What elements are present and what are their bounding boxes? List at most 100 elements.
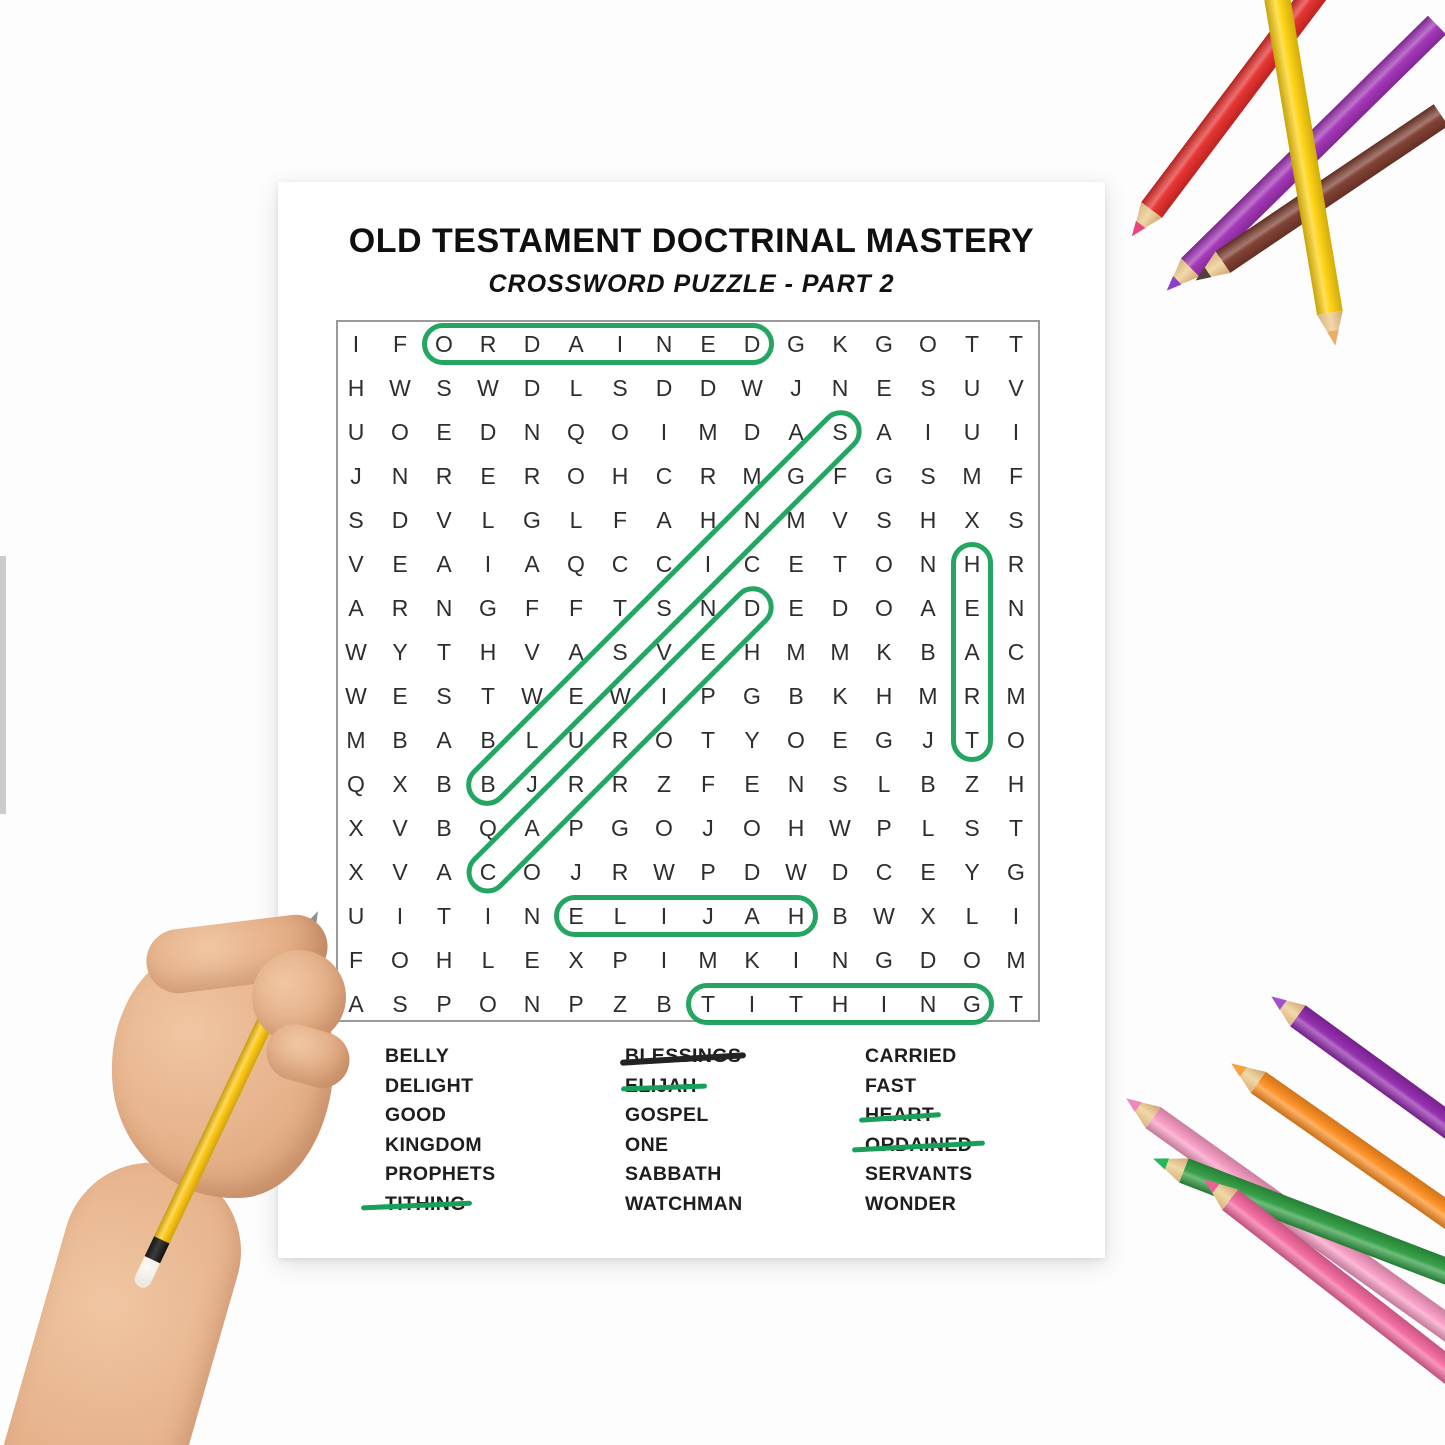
grid-cell: N	[1007, 594, 1025, 621]
word-label: FAST	[865, 1074, 917, 1097]
grid-cell: L	[481, 506, 495, 533]
grid-cell: N	[523, 418, 541, 445]
grid-cell: U	[347, 902, 365, 929]
grid-cell: I	[1012, 418, 1020, 445]
grid-cell: H	[611, 462, 629, 489]
page-title: OLD TESTAMENT DOCTRINAL MASTERY	[348, 222, 1035, 260]
grid-cell: S	[436, 682, 452, 709]
grid-cell: R	[1007, 550, 1025, 577]
grid-cell: O	[875, 550, 893, 577]
grid-cell: W	[785, 858, 807, 885]
grid-cell: D	[655, 374, 673, 401]
grid-cell: D	[831, 858, 849, 885]
grid-cell: I	[660, 418, 668, 445]
grid-cell: E	[524, 946, 540, 973]
grid-cell: G	[787, 462, 805, 489]
grid-cell: F	[392, 330, 408, 357]
grid-cell: M	[962, 462, 982, 489]
grid-cell: O	[655, 814, 673, 841]
grid-cell: S	[348, 506, 364, 533]
grid-cell: S	[392, 990, 408, 1017]
grid-cell: W	[653, 858, 675, 885]
grid-cell: N	[787, 770, 805, 797]
grid-cell: U	[963, 418, 981, 445]
word-label: DELIGHT	[385, 1074, 474, 1097]
page-subtitle: CROSSWORD PUZZLE - PART 2	[488, 270, 895, 298]
grid-cell: O	[1007, 726, 1025, 753]
grid-cell: E	[920, 858, 936, 885]
grid-cell: L	[569, 506, 583, 533]
grid-cell: C	[1007, 638, 1025, 665]
grid-cell: X	[568, 946, 584, 973]
grid-cell: T	[700, 990, 716, 1017]
grid-cell: I	[924, 418, 932, 445]
grid-cell: H	[787, 902, 805, 929]
strikethrough-line	[859, 1111, 942, 1123]
grid-cell: X	[392, 770, 408, 797]
grid-cell: S	[656, 594, 672, 621]
grid-cell: I	[616, 330, 624, 357]
grid-cell: P	[876, 814, 892, 841]
word-label: SABBATH	[625, 1163, 722, 1186]
grid-cell: A	[436, 726, 452, 753]
grid-cell: B	[436, 770, 452, 797]
grid-cell: G	[875, 462, 893, 489]
grid-cell: E	[568, 902, 584, 929]
grid-cell: O	[523, 858, 541, 885]
word-list-item: SERVANTS	[865, 1160, 1095, 1190]
grid-cell: P	[700, 682, 716, 709]
grid-cell: O	[875, 594, 893, 621]
grid-cell: A	[348, 594, 364, 621]
grid-cell: W	[873, 902, 895, 929]
grid-cell: A	[920, 594, 936, 621]
grid-cell: O	[391, 946, 409, 973]
grid-cell: S	[436, 374, 452, 401]
grid-cell: R	[611, 770, 629, 797]
grid-cell: I	[660, 682, 668, 709]
grid-cell: I	[660, 946, 668, 973]
grid-cell: P	[568, 814, 584, 841]
grid-cell: O	[655, 726, 673, 753]
grid-cell: O	[919, 330, 937, 357]
grid-cell: L	[613, 902, 627, 929]
grid-cell: F	[568, 594, 584, 621]
grid-cell: G	[875, 946, 893, 973]
grid-cell: M	[1006, 682, 1026, 709]
word-label: WONDER	[865, 1192, 957, 1215]
grid-cell: A	[744, 902, 760, 929]
grid-cell: A	[568, 330, 584, 357]
word-list-item: CARRIED	[865, 1042, 1095, 1072]
grid-cell: E	[832, 726, 848, 753]
grid-cell: K	[744, 946, 760, 973]
grid-cell: Z	[656, 770, 672, 797]
grid-cell: V	[348, 550, 364, 577]
grid-cell: G	[479, 594, 497, 621]
word-label: GOSPEL	[625, 1104, 709, 1127]
grid-cell: Q	[567, 550, 585, 577]
grid-cell: L	[921, 814, 935, 841]
grid-cell: R	[699, 462, 717, 489]
grid-cell: Z	[964, 770, 980, 797]
grid-cell: V	[436, 506, 452, 533]
grid-cell: I	[748, 990, 756, 1017]
word-list-item: PROPHETS	[385, 1160, 615, 1190]
grid-cell: M	[698, 946, 718, 973]
grid-cell: A	[436, 858, 452, 885]
grid-cell: M	[346, 726, 366, 753]
grid-cell: F	[1008, 462, 1024, 489]
grid-cell: O	[435, 330, 453, 357]
grid-cell: I	[792, 946, 800, 973]
grid-cell: N	[919, 550, 937, 577]
grid-cell: J	[526, 770, 538, 797]
grid-cell: M	[830, 638, 850, 665]
grid-cell: C	[479, 858, 497, 885]
word-label: HEART	[859, 1104, 942, 1127]
grid-cell: W	[829, 814, 851, 841]
grid-cell: H	[479, 638, 497, 665]
word-label: PROPHETS	[385, 1163, 496, 1186]
grid-cell: W	[609, 682, 631, 709]
grid-cell: S	[920, 374, 936, 401]
grid-cell: N	[743, 506, 761, 533]
